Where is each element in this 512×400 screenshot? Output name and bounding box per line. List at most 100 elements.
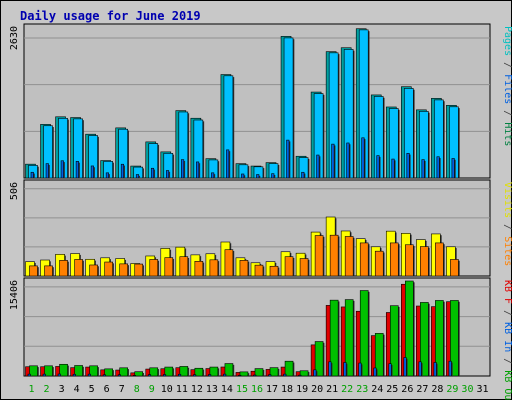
day-label: 19	[296, 384, 308, 395]
legend-entry: KB In	[502, 322, 512, 352]
bar-sites	[420, 246, 429, 277]
bar-files	[226, 149, 230, 179]
bar-sites	[389, 242, 399, 277]
bar-files	[406, 153, 410, 179]
day-label: 10	[161, 384, 173, 395]
bar-files	[105, 172, 109, 179]
bar-kbin	[147, 374, 152, 377]
bar-kbout	[119, 367, 128, 377]
bar-sites	[405, 244, 414, 277]
panel-hits-files-pages: 2630 Pages / Files / Hits	[9, 23, 512, 179]
bar-sites	[314, 235, 324, 277]
bar-sites	[239, 260, 249, 277]
legend-entry: /	[502, 56, 512, 74]
bar-sites	[209, 259, 219, 277]
bar-files	[451, 158, 455, 179]
legend-entry: /	[502, 304, 512, 322]
bar-kbin	[358, 362, 362, 377]
bar-kbout	[359, 290, 369, 377]
bar-sites	[194, 260, 204, 277]
day-labels: 1 2 3 4 5 6 7 8 9 10 11 12 13 14 15 16 17 18 19 20 21 22 23 24 2…	[29, 384, 489, 395]
bar-kbout	[149, 367, 159, 377]
bar-sites	[254, 264, 264, 277]
day-label: 2	[44, 384, 50, 395]
bar-sites	[269, 265, 279, 277]
legend-entry: Visits	[502, 182, 512, 218]
panel-legend: KB F / KB In / KB Out	[502, 280, 512, 400]
bar-kbout	[134, 371, 144, 377]
bar-sites	[29, 265, 38, 277]
bar-kbout	[164, 366, 174, 377]
bar-files	[120, 163, 124, 179]
bar-sites	[344, 236, 354, 277]
bar-kbin	[448, 360, 452, 377]
bar-files	[301, 171, 305, 179]
day-label: 18	[281, 384, 293, 395]
bar-kbin	[373, 367, 377, 377]
bar-kbout	[299, 370, 309, 377]
bar-kbin	[42, 373, 46, 377]
bar-files	[60, 160, 64, 179]
bar-sites	[164, 257, 174, 277]
bar-sites	[89, 264, 98, 277]
bar-kbin	[87, 373, 91, 377]
legend-entry: /	[502, 218, 512, 236]
bar-files	[75, 161, 79, 179]
legend-entry: KB Out	[502, 370, 512, 400]
bar-kbout	[374, 333, 384, 377]
bar-files	[391, 158, 395, 179]
day-label: 15	[236, 384, 248, 395]
day-label: 26	[401, 384, 413, 395]
bar-files	[256, 174, 260, 179]
bar-sites	[44, 265, 53, 277]
panel-legend: Pages / Files / Hits	[502, 26, 512, 146]
bar-kbout	[104, 368, 113, 377]
bar-files	[181, 159, 185, 179]
day-label: 8	[134, 384, 140, 395]
bar-sites	[224, 249, 234, 277]
panel-ymax-label: 15406	[9, 280, 20, 310]
bar-files	[30, 171, 34, 179]
bar-kbout	[74, 365, 83, 377]
bar-kbout	[194, 367, 204, 377]
bar-kbout	[254, 368, 264, 377]
bar-kbin	[313, 369, 317, 377]
bar-kbin	[283, 373, 287, 377]
legend-entry: /	[502, 352, 512, 370]
bar-files	[196, 161, 200, 179]
day-label: 20	[311, 384, 323, 395]
bar-files	[286, 139, 290, 179]
day-label: 17	[266, 384, 278, 395]
panel-ymax-label: 506	[9, 182, 20, 200]
bar-kbin	[403, 357, 407, 377]
bar-kbout	[329, 299, 339, 377]
bar-kbout	[29, 365, 38, 377]
day-label: 31	[476, 384, 488, 395]
bar-kbout	[269, 367, 279, 377]
bar-sites	[359, 242, 369, 277]
bar-sites	[59, 260, 68, 277]
day-label: 29	[446, 384, 458, 395]
bar-kbout	[239, 371, 249, 377]
bar-sites	[74, 259, 83, 277]
bar-kbin	[268, 374, 272, 377]
bar-kbout	[209, 366, 219, 377]
day-label: 14	[221, 384, 233, 395]
bar-sites	[450, 259, 459, 277]
bar-kbout	[44, 365, 53, 377]
bar-files	[421, 159, 425, 179]
bar-kbin	[72, 373, 76, 377]
bar-files	[436, 156, 440, 179]
bar-files	[135, 174, 140, 179]
bar-files	[45, 163, 49, 179]
bar-kbout	[389, 305, 399, 377]
bar-kbin	[162, 374, 167, 377]
bar-sites	[284, 256, 294, 277]
bar-files	[316, 154, 320, 179]
legend-entry: Pages	[502, 26, 512, 56]
bar-sites	[104, 261, 113, 277]
day-label: 12	[191, 384, 203, 395]
bar-kbin	[27, 373, 31, 377]
day-label: 30	[461, 384, 473, 395]
